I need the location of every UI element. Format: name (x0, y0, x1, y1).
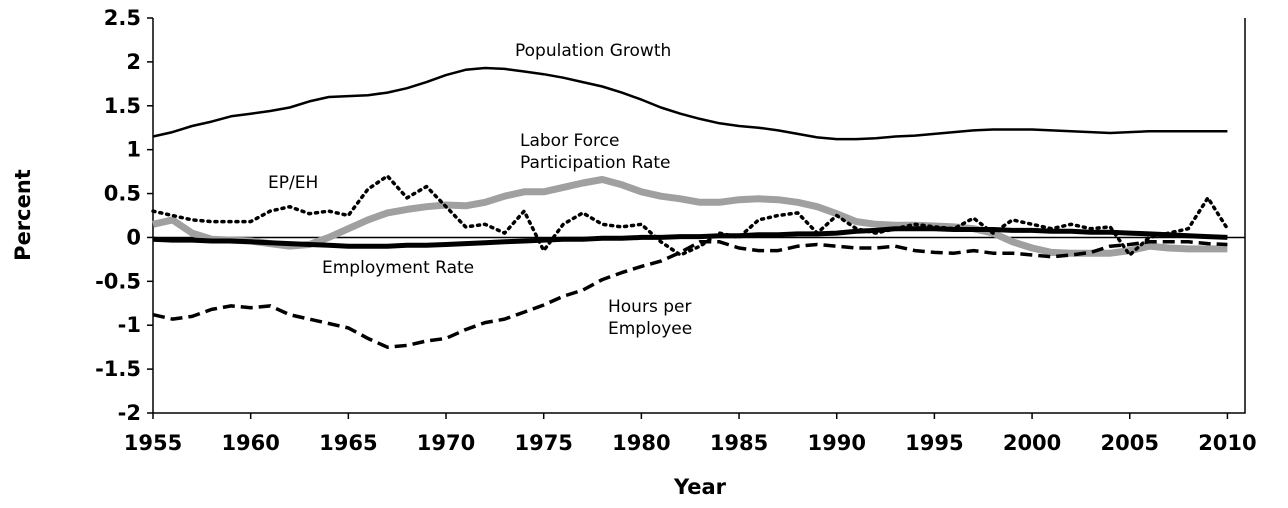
y-tick-label: -2 (118, 401, 141, 425)
x-tick-label: 1995 (905, 431, 963, 455)
series-line (152, 66, 1228, 141)
axis-frame (152, 18, 1246, 414)
y-tick-label: 2.5 (104, 6, 141, 30)
x-tick-label: 1955 (124, 431, 182, 455)
series-line (152, 240, 1228, 349)
y-tick-label: -1.5 (95, 357, 141, 381)
x-tick-label: 1985 (710, 431, 768, 455)
x-tick-label: 2010 (1198, 431, 1256, 455)
series-label-box: Labor Force Participation Rate (520, 131, 671, 173)
series-label: Employment Rate (322, 258, 475, 278)
x-tick-label: 1990 (807, 431, 865, 455)
y-tick-label: 2 (126, 50, 141, 74)
x-tick-label: 1960 (221, 431, 279, 455)
x-tick-label: 1975 (514, 431, 572, 455)
series-label: Labor Force Participation Rate (520, 131, 671, 173)
series-line (152, 176, 1228, 257)
y-axis-label: Percent (11, 169, 35, 261)
y-tick-label: 1.5 (104, 94, 141, 118)
y-tick-label: 1 (126, 138, 141, 162)
x-tick-label: 2005 (1101, 431, 1159, 455)
x-tick-label: 2000 (1003, 431, 1061, 455)
x-tick-label: 1980 (612, 431, 670, 455)
series-label-box: Hours per Employee (608, 297, 693, 339)
series-label-box: Population Growth (515, 41, 672, 61)
series-label: Hours per Employee (608, 297, 693, 339)
series-label: Population Growth (515, 41, 672, 61)
series-label-box: EP/EH (268, 173, 319, 193)
x-tick-label: 1965 (319, 431, 377, 455)
y-tick-label: 0 (126, 225, 141, 249)
series-line (151, 174, 1230, 257)
y-tick-label: -1 (118, 313, 141, 337)
series-label: EP/EH (268, 173, 319, 193)
x-tick-label: 1970 (417, 431, 475, 455)
y-tick-label: 0.5 (104, 182, 141, 206)
series-line (152, 226, 1228, 249)
series-label-box: Employment Rate (322, 258, 475, 278)
x-axis-label: Year (673, 475, 727, 499)
y-tick-label: -0.5 (95, 269, 141, 293)
